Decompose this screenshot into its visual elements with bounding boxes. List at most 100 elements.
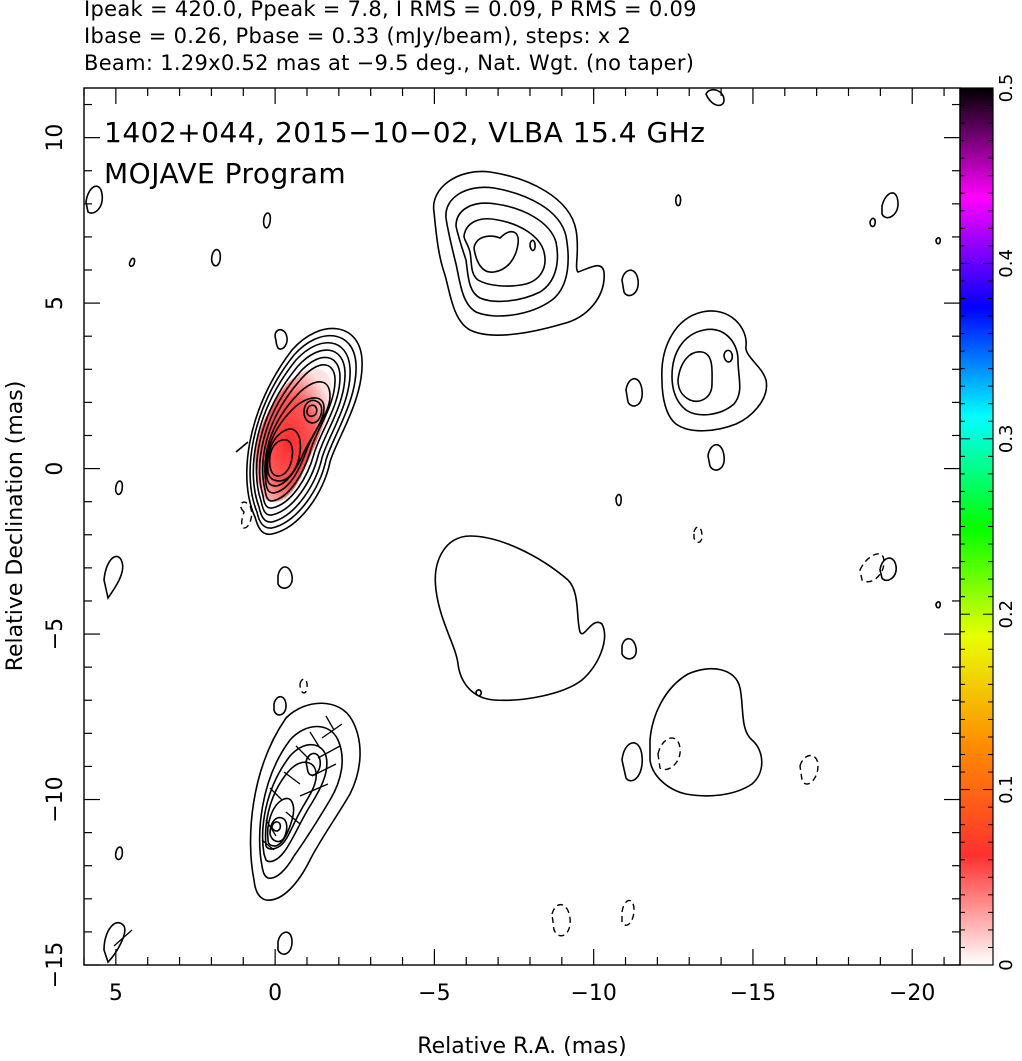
pol-contour [305,752,322,776]
feature-contour [723,349,734,363]
pol-contour [249,702,361,901]
x-tick-label: −10 [570,981,616,1006]
core-contour [255,349,346,516]
y-tick-label: −5 [43,618,68,650]
colorbar-ticks: 0 0.1 0.2 0.3 0.4 0.5 [960,74,1017,971]
noise-contour [114,846,124,861]
evpa-vectors [113,715,343,947]
feature-contour [529,239,536,252]
upper-feature-b-contours [661,310,768,432]
negative-contour [621,899,635,926]
noise-contour [621,742,643,782]
y-tick-label: −10 [43,776,68,822]
noise-contour [475,689,482,697]
evpa-vector [299,783,329,797]
feature-contour [671,328,741,416]
noise-contour [675,194,682,207]
feature-contour [434,535,606,702]
core-contour [261,364,336,502]
noise-contour [103,921,126,964]
core-contour [264,381,331,494]
y-tick-label: 5 [43,296,68,310]
vector-tick [235,441,249,453]
pol-contour [258,725,343,880]
evpa-vector [261,839,275,851]
core-contour [265,397,325,487]
feature-contour [463,218,546,287]
evpa-vector [309,731,321,749]
noise-contour [114,480,124,496]
core-contour [268,438,294,477]
plot-frame [83,87,961,966]
evpa-vector [285,811,301,825]
evpa-vector [269,787,283,801]
core-contour [246,327,363,536]
noise-contour [621,637,637,660]
core-contour [266,428,302,482]
core-contour [252,342,351,523]
program-annotation: MOJAVE Program [104,157,346,190]
upper-feature-a-contours [432,170,605,336]
x-tick-label: −20 [889,981,935,1006]
colorbar-tick-label: 0.1 [996,775,1017,804]
lower-feature-contours [434,535,763,797]
lower-core-contours [249,678,361,901]
noise-contour [103,555,124,601]
noise-contour [935,237,941,245]
feature-contour [432,170,605,336]
negative-contour [859,553,885,583]
knot-contour [306,404,318,418]
noise-contour [128,257,136,267]
noise-contour [625,377,643,407]
noise-contour [85,185,104,214]
colorbar-tick-label: 0 [996,959,1017,970]
pol-contour [273,695,287,716]
header-line-2: Ibase = 0.26, Pbase = 0.33 (mJy/beam), s… [84,24,632,48]
colorbar-tick-label: 0.4 [996,249,1017,278]
y-tick-label: 0 [43,462,68,476]
y-tick-label: −15 [43,942,68,988]
axis-ticks: 5 0 −5 −10 −15 −20 10 5 0 −5 −10 −15 [43,88,960,1006]
feature-contour [677,351,713,402]
core-contour [274,328,288,350]
pol-contour [266,797,295,847]
evpa-vector [265,819,277,837]
noise-contour [621,269,639,297]
noise-contour [881,192,899,219]
x-tick-label: −5 [418,981,450,1006]
lower-noise-contours [103,526,941,964]
evpa-vector [317,745,341,759]
x-tick-label: 5 [109,981,123,1006]
core-contour [249,334,357,529]
noise-contour [210,248,222,267]
evpa-vector [283,771,301,785]
knot-contour [303,399,323,424]
noise-contour [262,212,272,229]
negative-contour [551,904,571,937]
pol-contour [264,761,317,850]
feature-contour [661,310,768,432]
feature-contour [649,667,763,797]
x-axis-label: Relative R.A. (mas) [417,1034,626,1059]
evpa-vector [311,763,337,777]
noise-contour [277,566,293,589]
colorbar-tick-label: 0.2 [996,600,1017,629]
upper-core-contours [235,327,363,536]
header-line-3: Beam: 1.29x0.52 mas at −9.5 deg., Nat. W… [84,51,695,75]
x-tick-label: 0 [268,981,282,1006]
x-tick-label: −15 [730,981,776,1006]
evpa-vector [295,745,311,761]
negative-contour [240,501,253,529]
source-annotation: 1402+044, 2015−10−02, VLBA 15.4 GHz [104,116,705,149]
pol-contour [271,821,282,832]
noise-contour [879,557,897,582]
colorbar-tick-label: 0.3 [996,424,1017,453]
core-contour [258,356,341,509]
colorbar-tick-label: 0.5 [996,74,1017,103]
upper-noise-contours [85,88,941,507]
y-axis-label: Relative Declination (mas) [3,381,28,672]
feature-contour [473,231,520,273]
evpa-vector [325,715,335,731]
negative-contour [693,526,703,543]
